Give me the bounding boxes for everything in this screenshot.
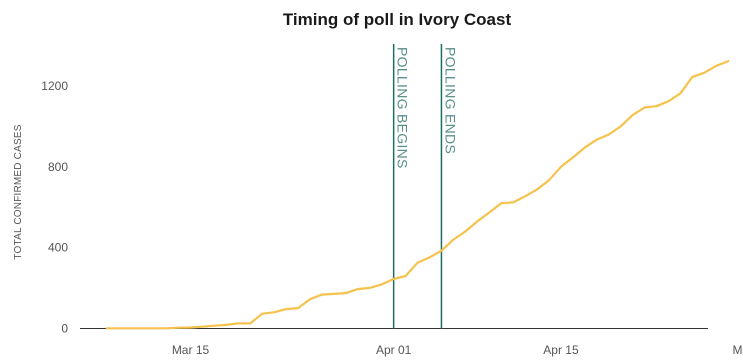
x-tick-labels: Mar 15 Apr 01 Apr 15 May 01	[172, 343, 743, 357]
data-point	[237, 322, 239, 324]
data-point	[512, 201, 514, 203]
data-point	[727, 60, 729, 62]
y-tick-labels: 0 400 800 1200	[41, 79, 68, 336]
data-point	[596, 139, 598, 141]
data-point	[118, 327, 120, 329]
annotations: POLLING BEGINS POLLING ENDS	[392, 44, 458, 329]
data-point	[680, 92, 682, 94]
data-point	[632, 114, 634, 116]
data-point	[644, 106, 646, 108]
annotation-label: POLLING BEGINS	[395, 47, 411, 169]
data-point	[309, 298, 311, 300]
data-point	[668, 100, 670, 102]
data-point	[488, 212, 490, 214]
data-point	[608, 134, 610, 136]
annotation-label: POLLING ENDS	[442, 47, 458, 154]
data-point	[476, 220, 478, 222]
data-point	[405, 275, 407, 277]
data-point	[440, 250, 442, 252]
data-point	[345, 292, 347, 294]
y-tick-label: 400	[48, 241, 68, 255]
data-point	[213, 325, 215, 327]
x-tick-label: Apr 01	[376, 343, 412, 357]
y-tick-label: 800	[48, 160, 68, 174]
data-point	[417, 262, 419, 264]
data-point	[393, 278, 395, 280]
x-tick-label: Mar 15	[172, 343, 210, 357]
data-point	[297, 307, 299, 309]
x-tick-label: May 01	[732, 343, 743, 357]
data-point	[584, 147, 586, 149]
y-tick-label: 0	[61, 322, 68, 336]
data-point	[201, 326, 203, 328]
data-point	[703, 72, 705, 74]
data-point	[381, 283, 383, 285]
data-point	[178, 327, 180, 329]
data-point	[560, 166, 562, 168]
data-point	[620, 125, 622, 127]
data-point	[500, 202, 502, 204]
data-point	[333, 293, 335, 295]
data-point	[715, 65, 717, 67]
data-point	[464, 231, 466, 233]
data-point	[130, 327, 132, 329]
data-point	[273, 311, 275, 313]
data-point	[225, 324, 227, 326]
data-point	[166, 327, 168, 329]
y-axis-label: TOTAL CONFIRMED CASES	[13, 124, 24, 259]
data-point	[429, 256, 431, 258]
data-point	[261, 313, 263, 315]
chart-title: Timing of poll in Ivory Coast	[283, 10, 512, 29]
data-point	[524, 195, 526, 197]
y-tick-label: 1200	[41, 79, 68, 93]
data-point	[691, 76, 693, 78]
series-line	[105, 60, 730, 330]
data-point	[321, 294, 323, 296]
data-point	[142, 327, 144, 329]
data-point	[536, 189, 538, 191]
data-point	[572, 157, 574, 159]
data-point	[452, 239, 454, 241]
data-point	[369, 287, 371, 289]
data-points	[106, 60, 729, 329]
x-tick-label: Apr 15	[543, 343, 579, 357]
data-point	[285, 308, 287, 310]
data-point	[249, 322, 251, 324]
data-point	[106, 327, 108, 329]
data-point	[357, 288, 359, 290]
data-point	[154, 327, 156, 329]
data-point	[190, 327, 192, 329]
data-point	[548, 179, 550, 181]
data-point	[656, 105, 658, 107]
